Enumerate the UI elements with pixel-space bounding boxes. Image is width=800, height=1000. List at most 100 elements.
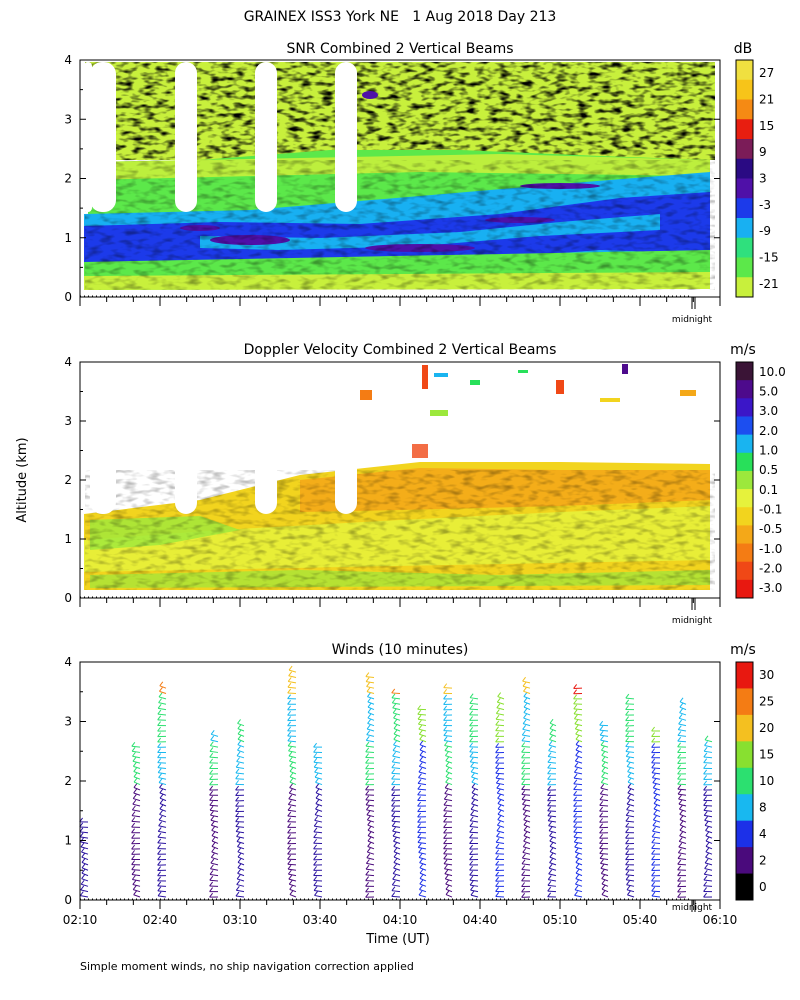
wind-barb: [288, 750, 297, 753]
wind-barb: [158, 895, 167, 898]
wind-barb-flag: [547, 780, 552, 786]
wind-barb-flag: [573, 812, 578, 818]
wind-barb-flag: [365, 887, 370, 893]
wind-barb-flag: [157, 768, 162, 773]
wind-barb-flag: [237, 863, 242, 869]
wind-barb-flag: [211, 836, 216, 842]
y-tick-label: 2: [64, 774, 72, 788]
wind-barb-flag: [549, 729, 554, 735]
wind-barb: [469, 831, 479, 834]
wind-barb-flag: [469, 870, 474, 876]
wind-barb: [288, 873, 297, 877]
wind-barb: [157, 762, 167, 764]
wind-barb: [80, 889, 89, 893]
wind-barb: [211, 845, 219, 850]
wind-barb: [366, 814, 375, 818]
wind-barb: [704, 814, 713, 818]
wind-barb-flag: [651, 763, 656, 769]
wind-barb-flag: [495, 773, 500, 779]
colorbar1-label: 27: [759, 66, 774, 80]
wind-barb: [705, 835, 713, 839]
wind-barb-flag: [600, 859, 604, 864]
wind-barb-flag: [81, 868, 86, 874]
wind-barb: [573, 713, 583, 716]
wind-barb: [471, 792, 479, 796]
wind-barb: [444, 798, 453, 802]
wind-barb-flag: [209, 800, 214, 806]
colorbar3-label: 2: [759, 853, 767, 867]
wind-barb: [496, 782, 505, 786]
wind-barb: [574, 841, 583, 844]
wind-barb: [497, 803, 505, 807]
wind-barb: [575, 872, 583, 877]
wind-barb-flag: [288, 879, 293, 885]
wind-barb-flag: [625, 726, 630, 732]
wind-barb: [471, 786, 479, 791]
wind-barb: [289, 760, 297, 764]
wind-barb-flag: [703, 791, 708, 796]
wind-barb: [235, 778, 245, 780]
wind-barb-flag: [651, 758, 656, 764]
wind-barb-flag: [575, 751, 580, 756]
wind-barb-flag: [131, 870, 136, 875]
wind-barb-flag: [367, 708, 372, 713]
wind-barb: [599, 729, 609, 732]
wind-barb-flag: [314, 767, 319, 773]
wind-barb: [469, 702, 479, 705]
panel3-title: Winds (10 minutes): [332, 642, 469, 658]
wind-barb-flag: [80, 837, 84, 843]
wind-barb: [677, 734, 687, 737]
wind-barb-flag: [677, 764, 682, 770]
wind-barb-flag: [131, 811, 136, 816]
wind-barb-flag: [287, 741, 292, 747]
colorbar3-swatch: [736, 873, 753, 901]
colorbar2-label: 0.1: [759, 483, 778, 497]
wind-barb-flag: [470, 767, 475, 773]
wind-barb-flag: [288, 751, 293, 757]
colorbar1-label: -3: [759, 198, 771, 212]
wind-barb-flag: [470, 805, 475, 810]
wind-barb: [236, 831, 245, 834]
wind-barb-flag: [313, 821, 318, 827]
wind-barb-flag: [315, 778, 319, 783]
wind-barb: [652, 782, 661, 786]
wind-barb-flag: [365, 672, 370, 677]
wind-barb-flag: [627, 788, 632, 794]
wind-barb: [495, 847, 505, 850]
wind-barb-flag: [469, 742, 474, 748]
wind-barb-flag: [445, 772, 450, 778]
wind-barb: [470, 808, 479, 812]
wind-barb-flag: [470, 762, 475, 768]
wind-barb: [548, 756, 557, 759]
wind-barb-flag: [547, 752, 552, 757]
wind-barb-flag: [391, 806, 396, 812]
wind-barb-flag: [365, 785, 370, 791]
wind-barb-flag: [237, 852, 242, 858]
wind-barb-flag: [705, 826, 709, 831]
wind-barb: [131, 745, 141, 748]
wind-barb-flag: [495, 758, 500, 764]
wind-barb-flag: [495, 778, 500, 784]
wind-barb-flag: [677, 859, 682, 865]
wind-barb: [287, 863, 297, 866]
wind-barb: [549, 851, 557, 855]
wind-barb: [523, 829, 531, 834]
wind-barb-flag: [443, 794, 448, 800]
wind-barb-flag: [315, 793, 320, 799]
wind-barb: [132, 809, 141, 812]
wind-barb-flag: [157, 721, 162, 726]
wind-barb-flag: [599, 812, 604, 818]
wind-barb-flag: [157, 743, 162, 748]
wind-barb-flag: [367, 831, 372, 836]
wind-barb-flag: [677, 769, 682, 775]
wind-barb-flag: [521, 759, 526, 764]
wind-barb: [367, 824, 375, 828]
wind-barb: [523, 706, 531, 711]
colorbar1-swatch: [736, 198, 753, 219]
wind-barb-flag: [679, 826, 684, 831]
colorbar1-label: -21: [759, 277, 779, 291]
wind-barb-flag: [547, 763, 552, 769]
wind-barb: [651, 895, 661, 898]
wind-barb-flag: [574, 847, 579, 853]
wind-barb-flag: [393, 852, 398, 858]
